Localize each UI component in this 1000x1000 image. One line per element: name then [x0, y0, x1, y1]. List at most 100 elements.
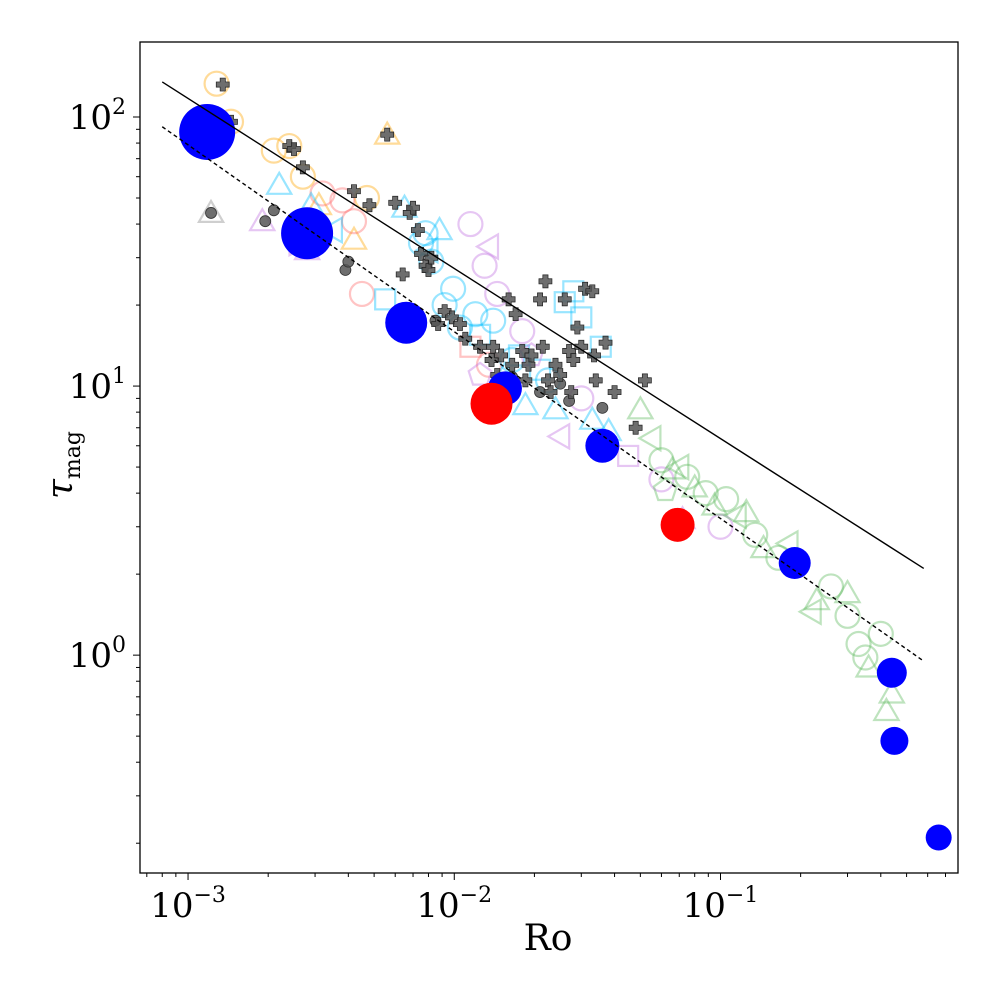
data-point-s3-1 [259, 215, 272, 228]
data-point-s8-20 [834, 602, 861, 629]
y-tick-label: 101 [69, 364, 126, 407]
data-point-s7-13 [648, 466, 675, 493]
solid-fit-line [161, 81, 925, 570]
data-point-s2-6 [362, 198, 377, 213]
data-point-s2-20 [453, 317, 467, 331]
data-point-s4-3 [276, 132, 303, 160]
x-tick-label: 10−3 [150, 883, 226, 926]
data-marks [179, 70, 952, 851]
data-point-s5-3 [348, 280, 376, 308]
data-point-s2-52 [628, 420, 643, 435]
data-point-s6-10 [425, 215, 454, 241]
data-point-s2-40 [553, 368, 568, 382]
data-point-s6-12 [440, 275, 467, 302]
data-point-s6-4 [374, 288, 397, 311]
data-point-s6-23 [541, 395, 570, 420]
data-point-s2-26 [494, 348, 509, 363]
y-axis-label-subscript: mag [61, 431, 86, 479]
x-tick-label: 10−1 [683, 883, 759, 926]
data-point-s2-53 [638, 373, 652, 388]
data-point-s6-1 [265, 170, 294, 195]
data-point-s7-12 [617, 444, 640, 468]
data-point-s0-0 [179, 103, 236, 160]
data-point-s2-44 [566, 353, 581, 367]
data-point-s2-11 [411, 223, 425, 237]
data-point-s2-46 [574, 339, 589, 354]
data-point-s0-5 [778, 547, 811, 580]
data-point-s2-14 [421, 263, 436, 277]
data-point-s8-8 [692, 480, 719, 507]
data-point-s0-8 [925, 824, 952, 851]
plot-frame [139, 41, 959, 874]
data-point-s2-24 [486, 339, 501, 354]
data-point-s2-45 [570, 320, 585, 335]
data-point-s2-0 [215, 77, 230, 92]
data-point-s7-7 [467, 361, 493, 386]
data-point-s1-0 [470, 382, 513, 425]
data-point-s2-10 [406, 200, 420, 215]
data-point-s4-2 [260, 137, 287, 164]
data-point-s2-8 [388, 195, 403, 210]
y-tick-label: 102 [69, 95, 126, 138]
y-axis-ticks: 100 101 102 [69, 95, 140, 844]
data-point-s2-43 [564, 385, 579, 399]
data-point-s2-54 [587, 348, 601, 363]
data-point-s5-0 [309, 180, 336, 207]
data-point-s8-6 [674, 463, 701, 490]
y-axis-label: τmag [40, 431, 86, 499]
data-point-s6-24 [553, 291, 576, 314]
data-point-s3-2 [267, 204, 280, 217]
data-point-s2-28 [505, 357, 520, 372]
data-point-s0-6 [876, 657, 907, 688]
data-point-s5-1 [329, 187, 356, 214]
data-point-s7-3 [457, 210, 484, 238]
data-point-s2-35 [535, 339, 550, 354]
data-point-s8-1 [637, 424, 662, 453]
data-point-s7-10 [545, 422, 571, 451]
data-point-s8-3 [652, 476, 678, 502]
data-point-s8-7 [680, 473, 709, 498]
data-point-s8-27 [833, 578, 862, 604]
data-point-s6-16 [480, 307, 507, 334]
data-point-s2-34 [533, 292, 547, 307]
data-point-s8-24 [872, 696, 901, 722]
data-point-s3-8 [596, 401, 609, 414]
data-point-s7-6 [484, 280, 511, 308]
data-point-s2-33 [524, 348, 539, 363]
data-point-s8-14 [749, 533, 778, 559]
data-point-s0-1 [281, 207, 334, 260]
data-point-s8-2 [648, 447, 675, 474]
data-point-s2-37 [541, 373, 555, 388]
data-point-s2-41 [557, 292, 572, 307]
data-point-s2-27 [501, 292, 516, 307]
data-point-s2-51 [607, 385, 622, 399]
data-point-s2-47 [578, 281, 592, 296]
y-tick-label: 100 [69, 633, 126, 676]
dashed-fit-line [161, 126, 925, 662]
data-point-s3-0 [205, 207, 217, 219]
data-point-s6-20 [511, 390, 540, 416]
data-point-s2-5 [347, 184, 361, 199]
data-point-s2-23 [484, 353, 499, 367]
data-point-s8-0 [626, 395, 655, 420]
x-tick-label: 10−2 [416, 883, 492, 926]
data-point-s8-10 [713, 486, 740, 513]
data-point-s8-21 [845, 630, 872, 658]
data-point-s8-11 [722, 501, 747, 530]
data-point-s8-4 [658, 455, 687, 480]
data-point-s7-4 [474, 232, 500, 261]
data-point-s8-25 [877, 679, 906, 704]
data-point-s2-36 [538, 274, 553, 289]
y-axis-label-symbol: τ [40, 478, 81, 499]
data-point-s0-7 [880, 726, 909, 755]
x-axis-ticks: 10−3 10−2 10−1 [146, 873, 946, 926]
data-point-s2-22 [473, 339, 487, 354]
data-point-s2-16 [395, 267, 410, 282]
x-axis-label: Ro [524, 918, 573, 959]
data-point-s0-2 [385, 301, 428, 344]
data-point-s0-4 [585, 428, 620, 463]
data-point-s8-17 [797, 597, 822, 626]
data-point-s8-23 [854, 653, 883, 678]
data-point-s6-14 [462, 301, 489, 328]
